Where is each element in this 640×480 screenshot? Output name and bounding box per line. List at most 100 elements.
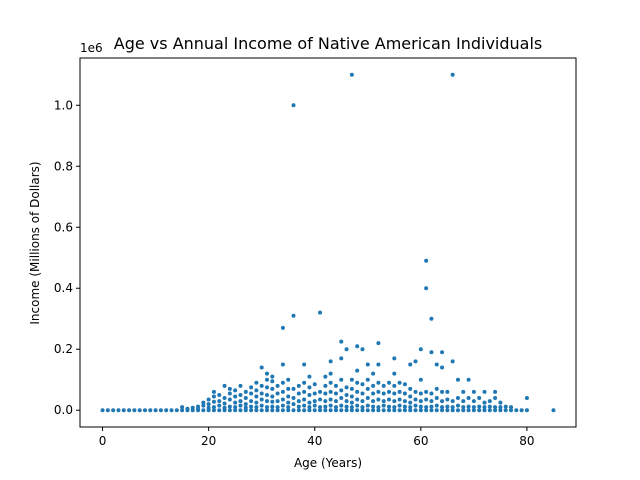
x-tick-label: 20 [201,434,216,448]
data-point [318,397,323,402]
data-point [254,394,259,399]
data-point [211,389,216,394]
data-point [307,408,312,413]
data-point [206,397,211,402]
data-point [238,392,243,397]
data-point [455,396,460,401]
y-axis-ticks: 0.0 0.2 0.4 0.6 0.8 1.0 [54,98,80,417]
data-point [264,392,269,397]
data-point [254,405,259,410]
data-point [434,403,439,408]
data-point [477,408,482,413]
data-point [302,403,307,408]
data-point [328,371,333,376]
data-point [450,72,455,77]
data-point [503,408,508,413]
data-point [233,408,238,413]
data-point [302,362,307,367]
data-point [339,356,344,361]
data-point [270,394,275,399]
data-point [471,389,476,394]
data-points [100,72,556,413]
data-point [211,405,216,410]
data-point [498,400,503,405]
data-point [471,405,476,410]
data-point [509,408,514,413]
data-point [424,286,429,291]
data-point [408,394,413,399]
data-point [328,380,333,385]
y-axis-offset-label: 1e6 [80,41,103,55]
x-axis-ticks: 0 20 40 60 80 [99,427,535,448]
data-point [291,408,296,413]
data-point [392,399,397,404]
data-point [408,386,413,391]
data-point [111,408,116,413]
data-point [222,405,227,410]
data-point [392,405,397,410]
data-point [286,386,291,391]
data-point [264,408,269,413]
data-point [286,408,291,413]
data-point [355,368,360,373]
data-point [360,347,365,352]
data-point [477,404,482,409]
data-point [344,399,349,404]
data-point [323,374,328,379]
data-point [190,405,195,410]
data-point [413,359,418,364]
data-point [328,403,333,408]
data-point [328,359,333,364]
data-point [424,258,429,263]
data-point [270,404,275,409]
data-point [365,403,370,408]
data-point [238,383,243,388]
data-point [387,408,392,413]
data-point [280,380,285,385]
data-point [333,399,338,404]
data-point [349,394,354,399]
data-point [440,365,445,370]
data-point [270,408,275,413]
data-point [264,371,269,376]
data-point [371,408,376,413]
data-point [371,371,376,376]
data-point [249,399,254,404]
data-point [254,400,259,405]
data-point [291,313,296,318]
x-tick-label: 80 [519,434,534,448]
data-point [264,385,269,390]
data-point [259,403,264,408]
data-point [434,386,439,391]
data-point [254,388,259,393]
data-point [466,396,471,401]
data-point [137,408,142,413]
data-point [514,408,519,413]
data-point [280,397,285,402]
data-point [196,407,201,412]
data-point [402,399,407,404]
data-point [397,380,402,385]
data-point [217,403,222,408]
data-point [158,408,163,413]
data-point [408,408,413,413]
data-point [318,408,323,413]
data-point [355,397,360,402]
data-point [217,399,222,404]
data-point [376,408,381,413]
data-point [365,408,370,413]
data-point [323,408,328,413]
data-point [392,356,397,361]
x-tick-label: 40 [307,434,322,448]
data-point [365,396,370,401]
data-point [270,379,275,384]
data-point [455,403,460,408]
data-point [482,405,487,410]
data-point [323,391,328,396]
data-point [424,408,429,413]
data-point [169,408,174,413]
data-point [227,386,232,391]
data-point [402,382,407,387]
data-point [344,347,349,352]
